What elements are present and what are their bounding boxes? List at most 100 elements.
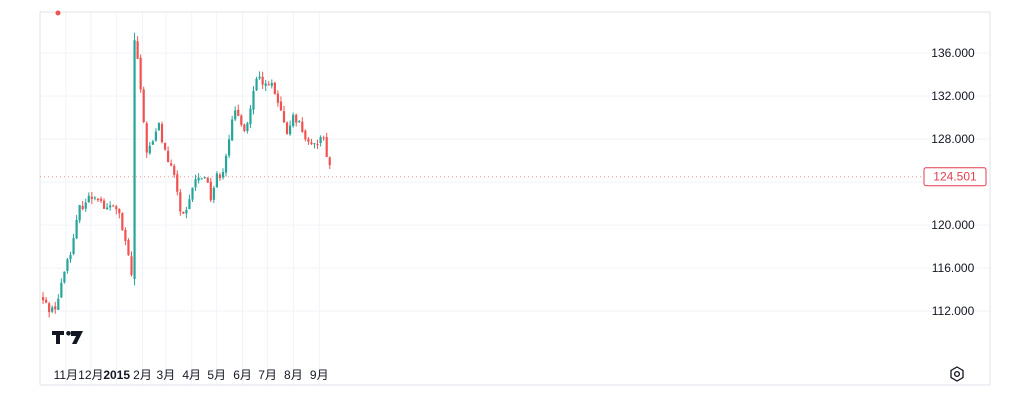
tradingview-logo[interactable]: [52, 331, 83, 344]
candle: [197, 173, 200, 184]
candle: [328, 156, 331, 170]
candle: [121, 212, 124, 231]
time-tick-label: 11月: [54, 368, 78, 382]
candle: [139, 54, 142, 93]
candle: [106, 203, 109, 211]
candle: [276, 90, 279, 107]
candle: [234, 106, 237, 122]
candle: [57, 294, 60, 311]
candle: [102, 198, 106, 210]
candle: [319, 135, 322, 147]
candle: [63, 271, 66, 284]
candle: [258, 71, 261, 80]
candle: [228, 134, 231, 158]
candle: [282, 105, 286, 124]
candle: [191, 187, 194, 203]
candle: [51, 305, 54, 314]
time-tick-label: 6月: [233, 368, 252, 382]
candle: [66, 257, 69, 274]
last-price-marker: 124.501: [923, 167, 987, 187]
candle: [273, 81, 276, 95]
candle: [87, 192, 90, 203]
candle: [264, 79, 267, 91]
candle: [322, 135, 325, 141]
candle: [136, 36, 139, 60]
candle: [93, 196, 96, 201]
candle: [84, 198, 87, 212]
time-tick-label: 2月: [133, 368, 152, 382]
candle: [240, 114, 243, 127]
candle: [292, 112, 295, 128]
candle: [313, 143, 316, 149]
gear-icon[interactable]: [950, 366, 964, 382]
last-price-label: 124.501: [933, 170, 977, 184]
candle: [133, 32, 136, 286]
candle: [173, 163, 176, 178]
candle: [231, 115, 234, 141]
price-tick-label: 112.000: [932, 304, 975, 318]
time-tick-label: 2015: [103, 368, 130, 382]
candle: [279, 96, 283, 112]
candle: [182, 211, 185, 215]
candle: [304, 129, 307, 142]
candle: [160, 121, 164, 144]
time-tick-label: 8月: [284, 368, 303, 382]
candle: [289, 120, 292, 136]
candle: [200, 177, 203, 180]
candle: [48, 301, 51, 318]
candle: [115, 204, 118, 215]
candle: [130, 251, 133, 277]
price-tick-label: 116.000: [932, 261, 975, 275]
candle: [270, 79, 273, 89]
candle: [72, 233, 75, 256]
time-axis[interactable]: 11月 12月 2015 2月 3月 4月 5月 6月 7月 8月 9月: [54, 368, 329, 382]
candle: [90, 192, 93, 205]
candle: [255, 76, 258, 91]
candle: [179, 188, 182, 216]
candle: [209, 177, 212, 203]
time-tick-label: 4月: [182, 368, 201, 382]
candle: [215, 171, 218, 188]
candle: [151, 139, 154, 146]
price-tick-label: 128.000: [931, 132, 975, 146]
candle: [261, 71, 264, 90]
candle: [224, 153, 228, 177]
candle: [194, 174, 197, 191]
candle: [96, 197, 100, 203]
candle: [112, 204, 115, 207]
candle: [246, 121, 249, 134]
candle: [267, 80, 270, 86]
candle: [78, 204, 81, 224]
candles: [40, 32, 924, 318]
candle: [218, 172, 222, 181]
candle: [325, 132, 328, 158]
time-tick-label: 12月: [78, 368, 103, 382]
candle: [127, 238, 130, 256]
candle: [298, 120, 301, 124]
price-tick-label: 136.000: [931, 46, 975, 60]
candle: [142, 86, 145, 124]
time-tick-label: 7月: [258, 368, 277, 382]
candle: [252, 86, 255, 115]
candle: [316, 139, 319, 150]
candle: [148, 141, 151, 155]
candle: [285, 121, 289, 135]
candle: [307, 136, 310, 145]
candle: [249, 105, 252, 129]
candle: [54, 301, 57, 314]
candle: [206, 176, 209, 183]
time-tick-label: 3月: [157, 368, 176, 382]
candle: [167, 146, 170, 163]
candle: [60, 278, 63, 299]
time-tick-label: 9月: [310, 368, 329, 382]
price-tick-label: 132.000: [931, 89, 975, 103]
last-price-badge: [923, 167, 987, 187]
status-dot-icon: [55, 10, 61, 16]
candle: [41, 292, 45, 305]
candle: [145, 121, 148, 158]
candle: [109, 201, 112, 211]
price-tick-label: 120.000: [931, 218, 975, 232]
